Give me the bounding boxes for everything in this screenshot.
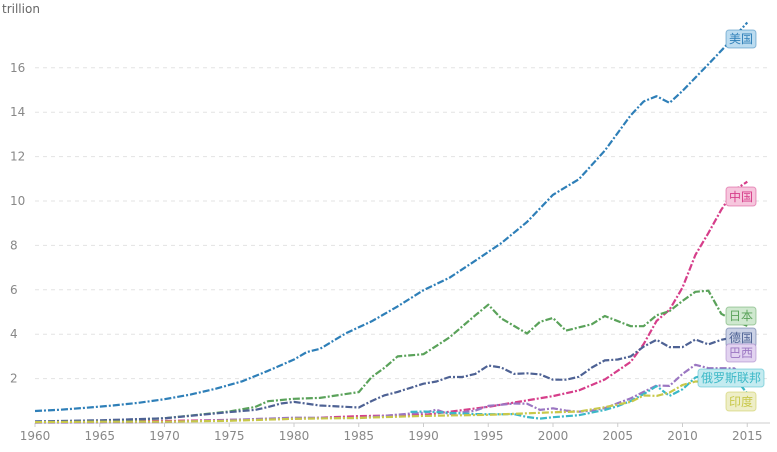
y-tick-label: 12 [10,150,25,164]
series-line [34,289,748,424]
series-line [34,21,749,413]
series-end-label: 印度 [729,394,753,409]
series-end-label-bg [725,29,757,49]
x-tick-label: 2000 [538,429,569,443]
series-line [34,180,748,423]
y-axis-unit-label: trillion [2,2,40,16]
axes: 2 4 6 8 10 12 14 16 1960 1965 1970 1975 1980 1985 1990… [10,61,770,443]
series-end-label-bg [725,343,757,363]
x-tick-label: 1975 [214,429,245,443]
x-tick-label: 1960 [20,429,51,443]
x-tick-label: 2010 [667,429,698,443]
gridlines [35,67,770,380]
series-end-label: 美国 [729,32,753,46]
y-tick-label: 6 [10,283,18,297]
x-tick-label: 1995 [473,429,504,443]
series-end-label: 德国 [729,330,753,345]
x-tick-label: 2015 [732,429,763,443]
y-tick-label: 2 [10,372,18,386]
x-tick-label: 1970 [149,429,180,443]
series-end-label: 巴西 [729,346,753,360]
x-tick-label: 1965 [84,429,115,443]
series-end-label: 中国 [729,189,753,204]
y-tick-label: 16 [10,61,25,75]
y-tick-label: 8 [10,238,18,252]
y-tick-label: 10 [10,194,25,208]
x-tick-label: 1990 [408,429,439,443]
x-tick-label: 1980 [279,429,310,443]
series-end-label-bg [725,186,757,207]
series-line [34,363,749,424]
series-end-label-bg [697,368,765,388]
series-end-label: 日本 [729,309,753,323]
series-end-label-bg [725,391,757,412]
x-tick-label: 1985 [343,429,374,443]
y-tick-label: 14 [10,105,25,119]
x-tick-label: 2005 [602,429,633,443]
series-lines [34,21,749,424]
series-end-label-bg [725,306,757,326]
series-line [34,336,749,423]
series-end-label: 俄罗斯联邦 [701,371,761,385]
y-tick-label: 4 [10,327,18,341]
